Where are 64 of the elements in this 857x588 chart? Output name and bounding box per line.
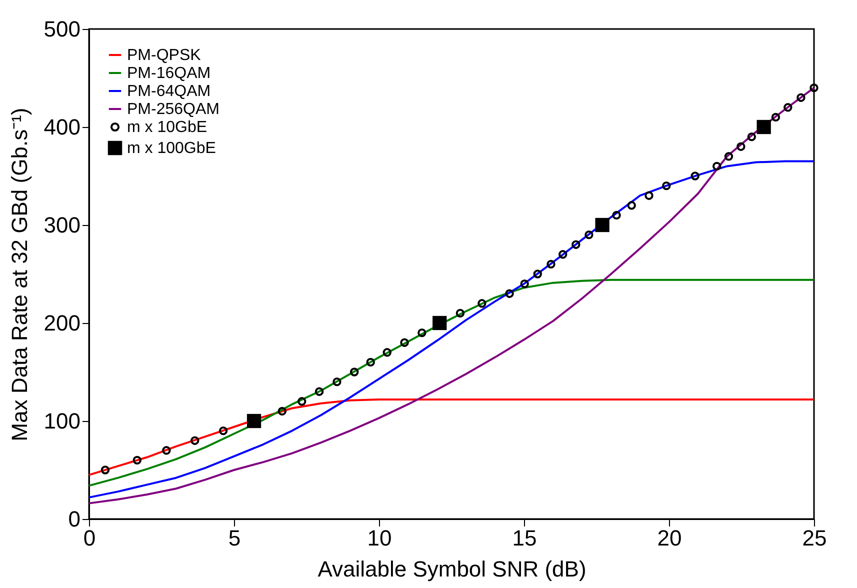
y-tick-label: 200 xyxy=(44,310,80,336)
x-axis-title: Available Symbol SNR (dB) xyxy=(318,556,586,582)
line-series xyxy=(88,160,815,498)
point xyxy=(190,436,200,445)
point xyxy=(132,456,142,465)
point xyxy=(810,83,818,92)
point xyxy=(558,250,568,259)
point xyxy=(747,132,756,142)
legend-label: PM-16QAM xyxy=(127,65,211,82)
point xyxy=(332,377,342,386)
x-tick-label: 20 xyxy=(657,526,682,550)
point xyxy=(572,240,580,249)
y-tick-label: 400 xyxy=(44,114,80,140)
line-series xyxy=(88,278,815,487)
point xyxy=(432,316,447,330)
point xyxy=(690,172,700,180)
point xyxy=(595,218,610,232)
legend-label: PM-QPSK xyxy=(127,47,202,64)
point xyxy=(218,426,228,436)
y-tick-label: 300 xyxy=(44,212,80,238)
point xyxy=(382,348,392,357)
point xyxy=(366,358,375,367)
x-tick-label: 25 xyxy=(802,526,827,550)
y-axis-title: Max Data Rate at 32 GBd (Gb.s⁻¹) xyxy=(6,108,32,442)
legend-label: m x 10GbE xyxy=(127,119,208,136)
legend-label: PM-64QAM xyxy=(127,83,211,100)
line-series xyxy=(88,398,815,476)
point xyxy=(278,406,286,416)
legend-label: m x 100GbE xyxy=(127,140,216,157)
point xyxy=(246,414,262,428)
point xyxy=(456,308,465,318)
point xyxy=(533,270,542,278)
point xyxy=(662,181,671,190)
point xyxy=(712,162,722,171)
point xyxy=(736,142,746,151)
point xyxy=(644,191,654,200)
point xyxy=(771,112,780,122)
point xyxy=(350,368,359,376)
line-series xyxy=(88,86,815,504)
x-tick-label: 0 xyxy=(83,526,96,550)
point xyxy=(724,152,734,161)
x-tick-label: 5 xyxy=(228,526,241,550)
point xyxy=(784,103,792,112)
point xyxy=(612,210,621,220)
point xyxy=(796,93,806,102)
y-tick-label: 500 xyxy=(44,16,80,42)
point xyxy=(546,260,556,269)
point xyxy=(162,446,171,455)
point xyxy=(100,466,110,474)
x-tick-label: 15 xyxy=(512,526,537,550)
point xyxy=(298,397,306,406)
point xyxy=(627,201,636,210)
point xyxy=(314,387,324,396)
point xyxy=(584,230,594,240)
point xyxy=(478,299,486,308)
point xyxy=(520,279,529,288)
x-tick-label: 10 xyxy=(367,526,392,550)
y-tick-label: 0 xyxy=(68,506,80,532)
point xyxy=(400,338,409,347)
legend-label: PM-256QAM xyxy=(127,101,220,118)
point xyxy=(418,328,426,338)
y-tick-label: 100 xyxy=(44,408,80,434)
point xyxy=(505,289,514,298)
point xyxy=(756,120,771,134)
